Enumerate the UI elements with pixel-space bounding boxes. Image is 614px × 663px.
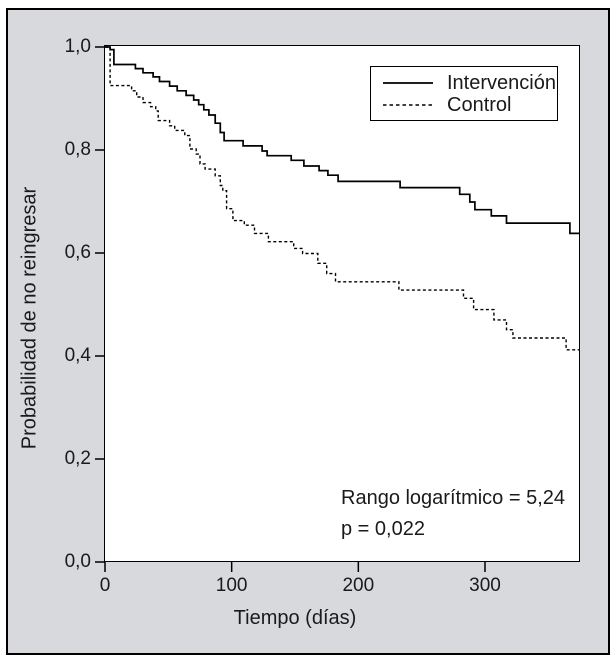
pvalue-text: p = 0,022 xyxy=(341,518,425,540)
y-tick-label: 0,0 xyxy=(64,551,91,572)
legend-label-intervencion: Intervención xyxy=(447,72,556,94)
logrank-text: Rango logarítmico = 5,24 xyxy=(341,487,566,509)
y-tick-label: 1,0 xyxy=(64,36,91,57)
y-tick-label: 0,4 xyxy=(64,345,91,366)
y-tick-label: 0,8 xyxy=(64,139,91,160)
x-tick-label: 100 xyxy=(215,575,248,596)
legend-label-control: Control xyxy=(447,94,512,116)
y-tick-label: 0,2 xyxy=(64,448,91,469)
legend-entry-control: Control xyxy=(382,94,557,116)
legend-line-dashed-icon xyxy=(383,104,433,106)
x-tick-label: 200 xyxy=(342,575,375,596)
y-tick-label: 0,6 xyxy=(64,242,91,263)
x-axis-title: Tiempo (días) xyxy=(233,607,357,629)
x-tick-label: 300 xyxy=(469,575,501,596)
y-axis-title: Probabilidad de no reingresar xyxy=(18,186,41,450)
legend-entry-intervencion: Intervención xyxy=(382,72,557,94)
x-tick-label: 0 xyxy=(99,575,111,596)
legend-box: Intervención Control xyxy=(370,66,558,121)
legend-line-solid-icon xyxy=(383,82,433,84)
stats-annotation: Rango logarítmico = 5,24 p = 0,022 xyxy=(341,483,565,545)
